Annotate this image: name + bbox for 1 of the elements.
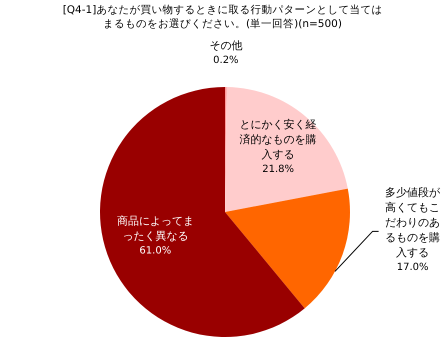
title: [Q4-1]あなたが買い物するときに取る行動パターンとして当てはまるものをお選びください。(単一回答)(n=500): [62, 4, 382, 30]
